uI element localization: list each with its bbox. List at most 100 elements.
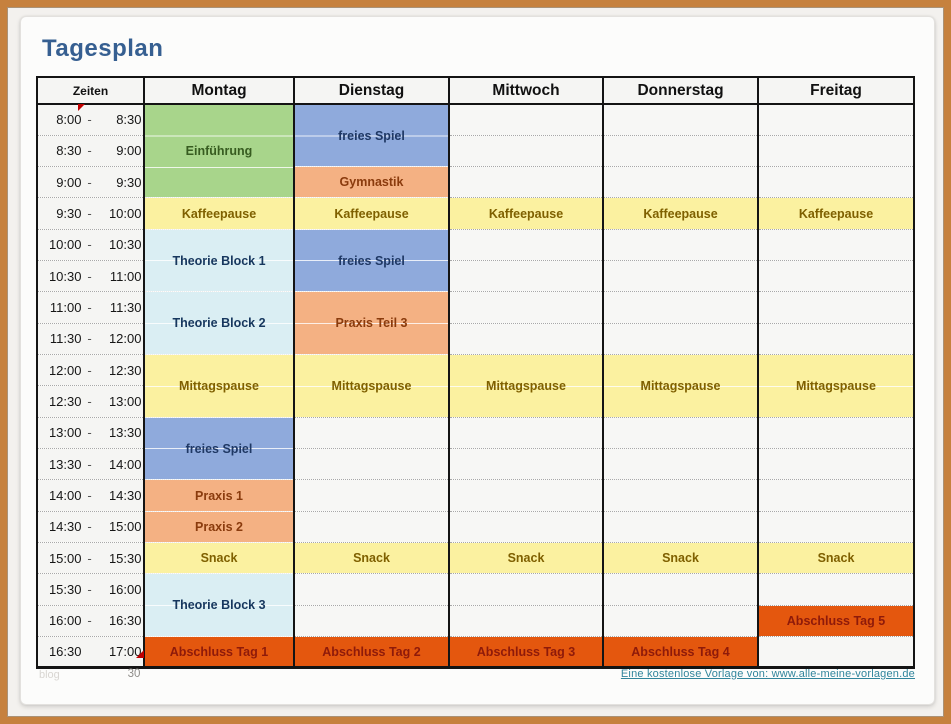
- time-separator: -: [87, 362, 92, 378]
- time-start: 8:30: [56, 143, 82, 159]
- schedule-block: Theorie Block 3: [143, 573, 294, 637]
- time-start: 10:00: [48, 237, 82, 253]
- schedule-block: Snack: [293, 542, 449, 574]
- empty-cell: [293, 479, 449, 512]
- empty-cell: [448, 479, 603, 512]
- empty-cell: [757, 260, 914, 293]
- time-separator: -: [87, 488, 92, 504]
- time-separator: -: [87, 456, 92, 472]
- empty-cell: [448, 166, 603, 199]
- time-cell: 10:00-10:30: [37, 228, 144, 261]
- time-start: 15:00: [48, 550, 82, 566]
- time-start: 13:30: [48, 456, 82, 472]
- schedule-block-label: freies Spiel: [185, 441, 253, 456]
- empty-cell: [293, 448, 449, 481]
- time-cell: 9:30-10:00: [37, 197, 144, 230]
- time-end: 11:30: [109, 300, 142, 316]
- time-separator: -: [87, 112, 92, 128]
- time-start: 9:30: [56, 206, 82, 222]
- empty-cell: [757, 166, 914, 199]
- schedule-block-label: Mittagspause: [640, 378, 721, 393]
- time-start: 12:30: [48, 394, 82, 410]
- page-number: 30: [127, 668, 141, 680]
- empty-cell: [757, 228, 914, 262]
- schedule-block: Snack: [602, 542, 758, 574]
- time-cell: 8:30- 9:00: [37, 134, 144, 167]
- schedule-block-label: Abschluss Tag 2: [322, 644, 421, 659]
- empty-cell: [293, 573, 449, 606]
- time-cell: 15:30-16:00: [37, 573, 144, 606]
- schedule-block-label: Kaffeepause: [643, 206, 718, 221]
- template-source-link[interactable]: Eine kostenlose Vorlage von: www.alle-me…: [620, 668, 915, 680]
- time-start: 13:00: [48, 425, 82, 441]
- time-end: 17:00: [108, 644, 142, 660]
- empty-cell: [757, 134, 914, 168]
- time-start: 11:00: [49, 300, 82, 316]
- schedule-block: freies Spiel: [293, 103, 449, 167]
- time-separator: -: [87, 331, 92, 347]
- schedule-block-label: Snack: [200, 551, 238, 566]
- time-separator: -: [87, 143, 92, 159]
- schedule-block: Snack: [757, 542, 914, 574]
- time-cell: 14:30-15:00: [37, 510, 144, 543]
- column-header: Donnerstag: [602, 77, 758, 105]
- time-cell: 13:00-13:30: [37, 416, 144, 449]
- time-start: 14:30: [48, 519, 82, 535]
- time-cell: 12:00-12:30: [37, 354, 144, 386]
- time-end: 15:00: [108, 519, 142, 535]
- schedule-block: Abschluss Tag 4: [602, 636, 758, 668]
- schedule-block: Kaffeepause: [757, 197, 914, 230]
- empty-cell: [757, 510, 914, 544]
- empty-cell: [602, 228, 758, 262]
- schedule-block-label: Einführung: [185, 144, 253, 159]
- empty-cell: [757, 416, 914, 450]
- schedule-table-wrap: Zeiten Montag Dienstag Mittwoch Donnerstag Fr…: [36, 76, 915, 670]
- time-cell: 8:00- 8:30: [37, 103, 144, 136]
- time-end: 16:30: [108, 613, 142, 629]
- empty-cell: [602, 322, 758, 356]
- empty-cell: [602, 510, 758, 544]
- schedule-block-label: Theorie Block 3: [172, 598, 266, 613]
- schedule-block-label: Abschluss Tag 4: [631, 644, 730, 659]
- empty-cell: [602, 604, 758, 638]
- empty-cell: [602, 448, 758, 481]
- time-start: 12:00: [48, 362, 82, 378]
- time-start: 10:30: [48, 268, 82, 284]
- time-end: 15:30: [108, 550, 142, 566]
- schedule-block-label: Snack: [353, 551, 390, 566]
- schedule-block: Kaffeepause: [293, 197, 449, 230]
- time-cell: 15:00-15:30: [37, 542, 144, 574]
- empty-cell: [448, 291, 603, 324]
- time-cell: 16:30 17:00: [37, 636, 144, 668]
- schedule-block: freies Spiel: [293, 228, 449, 292]
- time-end: 12:30: [108, 362, 142, 378]
- schedule-block-label: Praxis 2: [195, 519, 243, 534]
- time-end: 10:00: [108, 206, 142, 222]
- column-header: Mittwoch: [448, 77, 603, 105]
- time-start: 16:00: [48, 613, 82, 629]
- empty-cell: [448, 322, 603, 356]
- time-cell: 16:00-16:30: [37, 604, 144, 637]
- schedule-block: Snack: [448, 542, 603, 574]
- empty-cell: [448, 448, 603, 481]
- time-cell: 11:00- 11:30: [37, 291, 144, 324]
- schedule-block-label: freies Spiel: [338, 253, 405, 268]
- time-end: 10:30: [108, 237, 142, 253]
- page-title: Tagesplan: [42, 35, 164, 62]
- schedule-block-label: Abschluss Tag 3: [476, 644, 576, 659]
- schedule-block: Kaffeepause: [602, 197, 758, 230]
- empty-cell: [448, 260, 603, 293]
- empty-cell: [448, 510, 603, 544]
- time-cell: 10:30- 11:00: [37, 260, 144, 292]
- schedule-block-label: Theorie Block 2: [172, 316, 266, 331]
- time-cell: 9:00- 9:30: [37, 166, 144, 198]
- empty-cell: [757, 573, 914, 606]
- empty-cell: [448, 573, 603, 606]
- empty-cell: [602, 134, 758, 168]
- empty-cell: [757, 479, 914, 512]
- schedule-block: Mittagspause: [448, 354, 603, 418]
- schedule-block-label: Abschluss Tag 5: [786, 613, 886, 628]
- empty-cell: [757, 103, 914, 136]
- schedule-block-label: Mittagspause: [179, 378, 259, 393]
- schedule-block: Abschluss Tag 3: [448, 636, 603, 668]
